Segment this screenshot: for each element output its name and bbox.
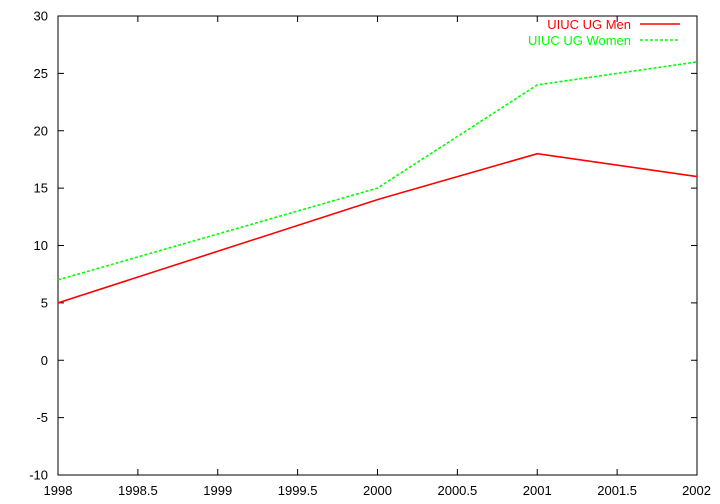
y-axis-tick-labels: -10 -5 0 5 10 15 20 25 30 — [29, 9, 48, 483]
legend-label-1: UIUC UG Men — [547, 17, 631, 32]
y-tick-label: 0 — [41, 353, 48, 368]
y-tick-label: 25 — [34, 66, 48, 81]
legend-label-2: UIUC UG Women — [528, 33, 631, 48]
y-tick-label: 5 — [41, 295, 48, 310]
x-tick-label: 2000 — [363, 483, 392, 498]
data-series — [57, 61, 698, 304]
x-tick-label: 1998 — [44, 483, 73, 498]
series-line-2 — [57, 61, 698, 281]
x-tick-label: 2002 — [682, 483, 711, 498]
y-tick-label: 10 — [34, 238, 48, 253]
x-tick-label: 2001 — [523, 483, 552, 498]
y-tick-label: -10 — [29, 468, 48, 483]
x-tick-label: 1999.5 — [278, 483, 318, 498]
x-axis-tick-labels: 1998 1998.5 1999 1999.5 2000 2000.5 2001 2001.5… — [44, 483, 711, 498]
y-tick-label: 30 — [34, 9, 48, 24]
plot-frame — [57, 15, 698, 476]
x-tick-label: 2001.5 — [597, 483, 637, 498]
y-tick-label: 20 — [34, 123, 48, 138]
x-tick-label: 1998.5 — [118, 483, 158, 498]
x-tick-label: 1999 — [203, 483, 232, 498]
y-tick-label: 15 — [34, 181, 48, 196]
x-tick-label: 2000.5 — [437, 483, 477, 498]
series-line-1 — [57, 152, 698, 304]
axis-ticks — [57, 15, 698, 476]
y-tick-label: -5 — [36, 410, 48, 425]
